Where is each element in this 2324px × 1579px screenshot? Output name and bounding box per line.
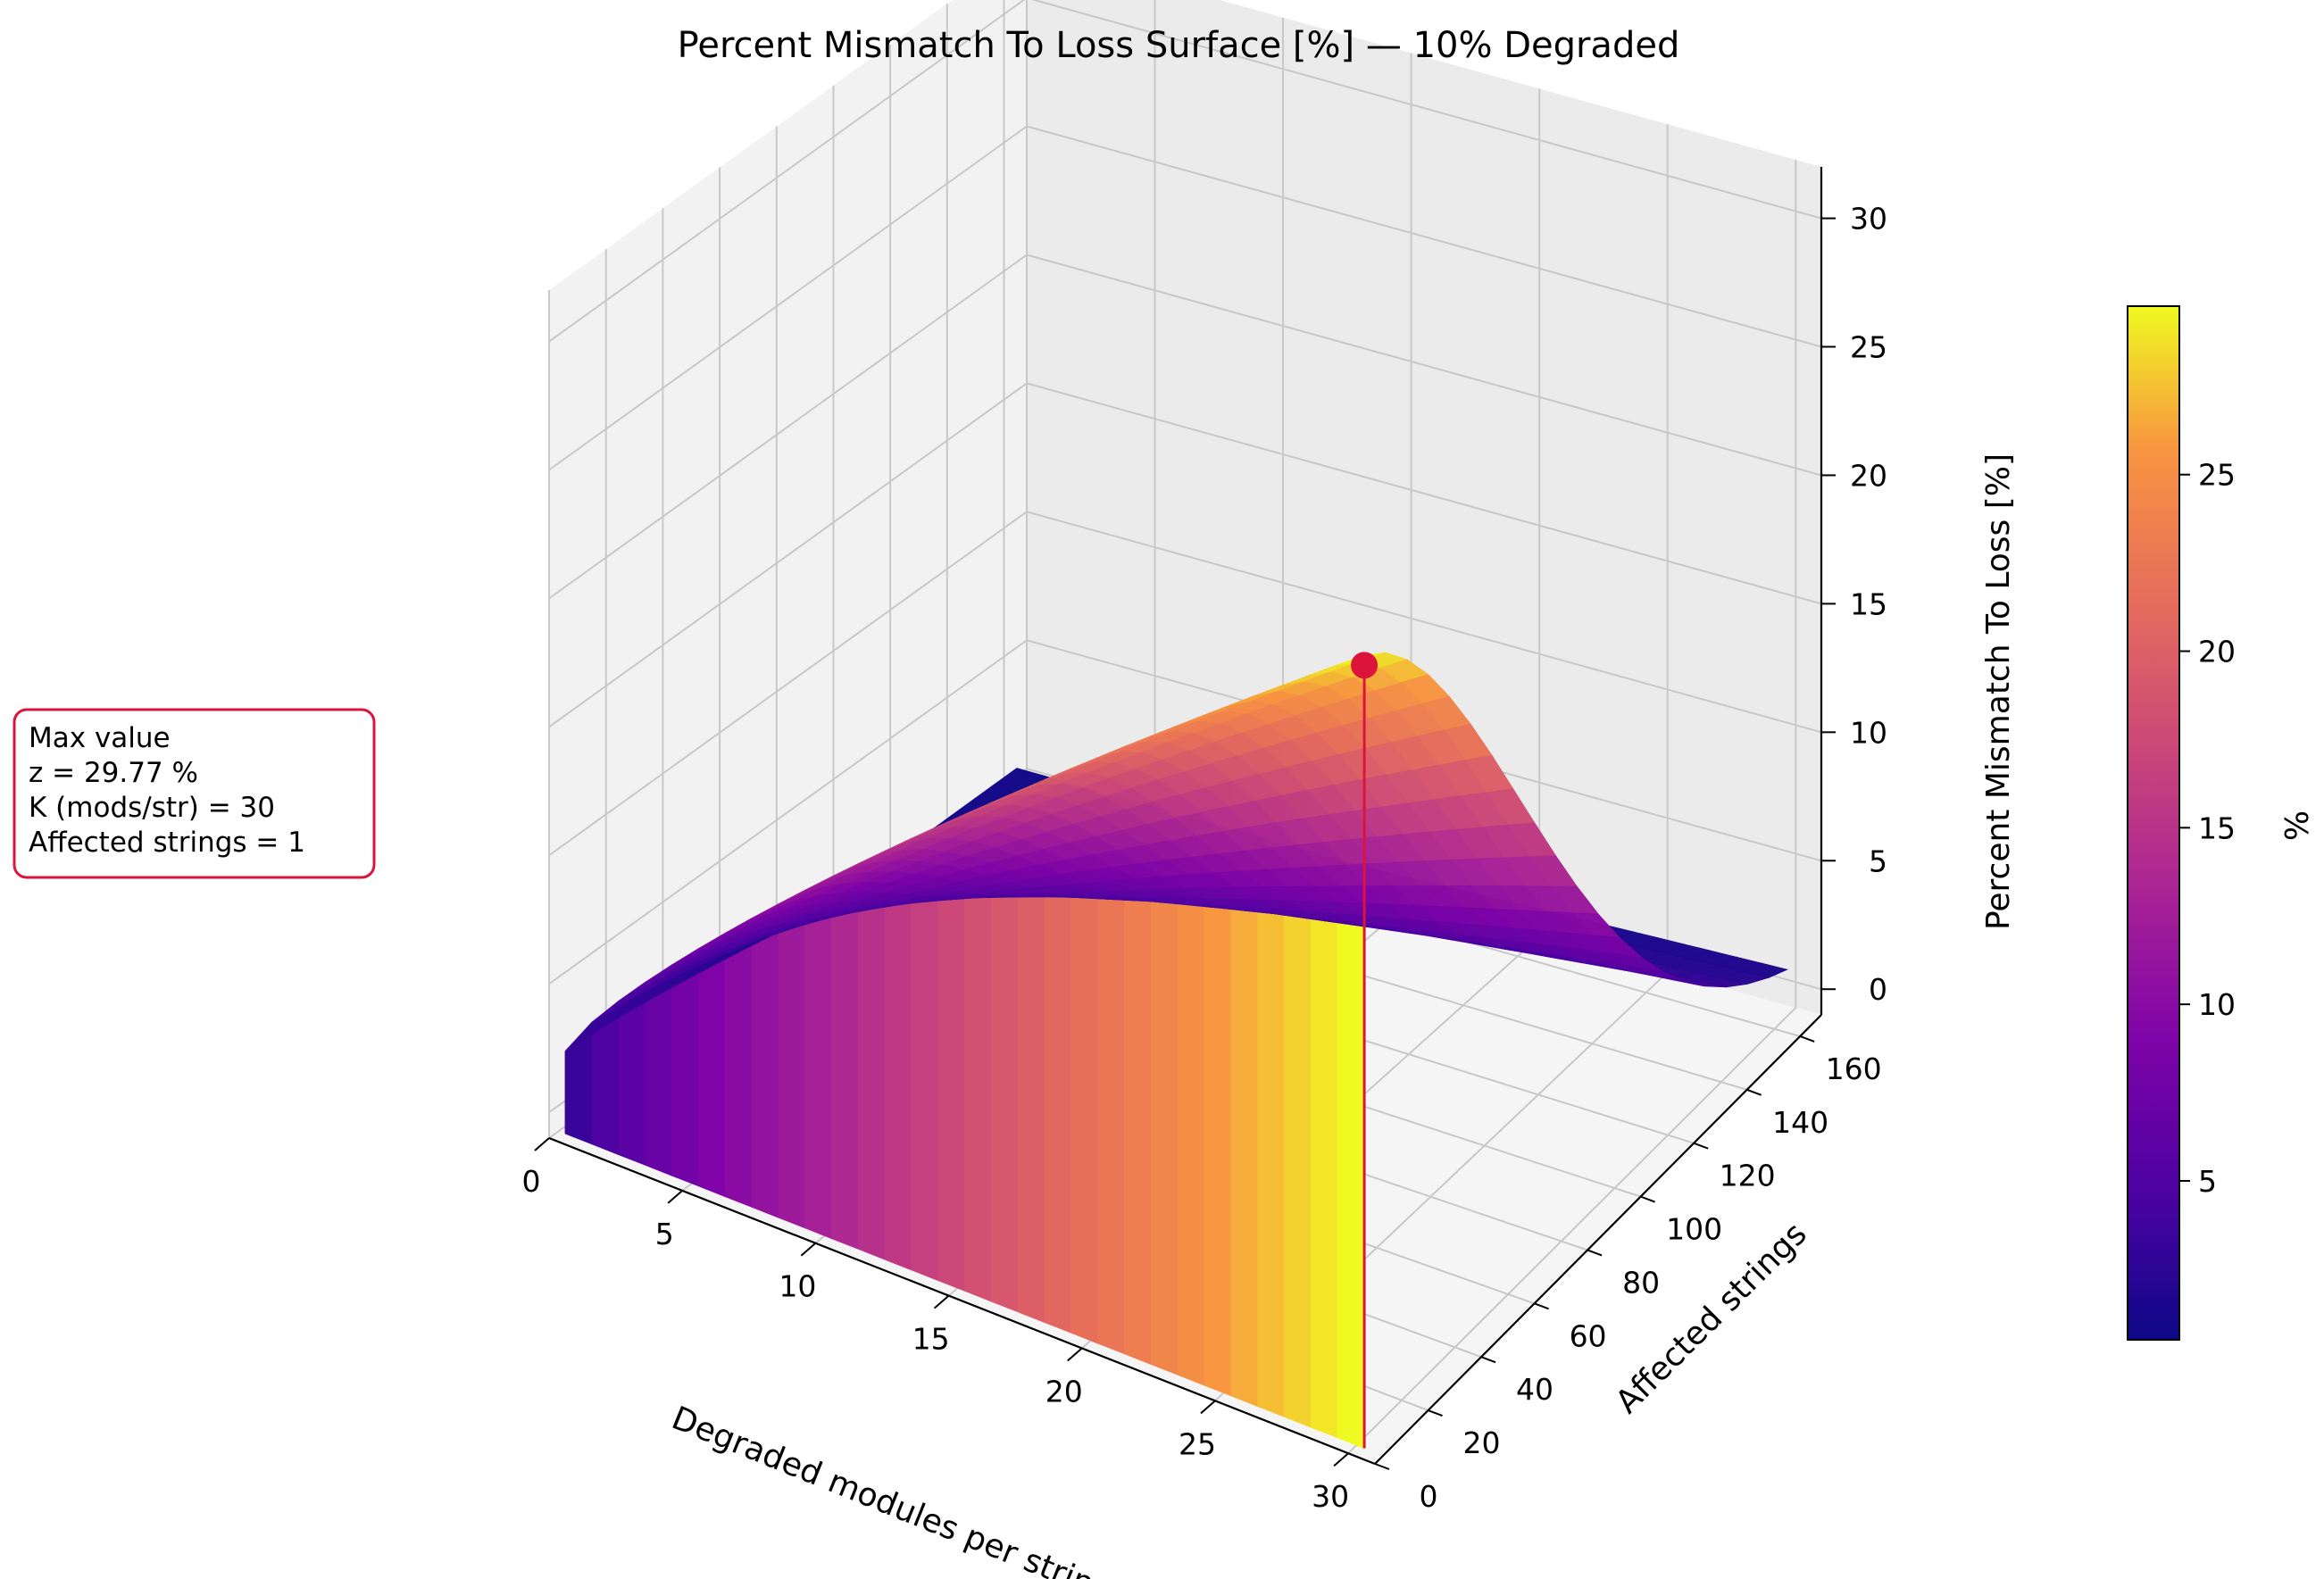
surface-patch <box>751 903 779 1218</box>
chart-title: Percent Mismatch To Loss Surface [%] — 1… <box>678 25 1680 66</box>
x-tick-label: 20 <box>1045 1374 1083 1409</box>
y-tick-label: 120 <box>1720 1159 1776 1193</box>
y-tick <box>1428 1409 1443 1417</box>
y-tick-label: 160 <box>1826 1051 1882 1086</box>
x-gridline <box>1347 160 1797 1454</box>
max-value-annotation: Max value z = 29.77 % K (mods/str) = 30 … <box>12 708 376 879</box>
colorbar-label: % <box>2279 810 2316 841</box>
annotation-line-1: Max value <box>29 722 171 754</box>
x-tick <box>1333 1452 1349 1467</box>
y-tick <box>1374 1463 1390 1470</box>
colorbar-tick-label: 25 <box>2198 458 2236 493</box>
y-tick-label: 0 <box>1420 1479 1438 1514</box>
y-tick <box>1480 1356 1496 1364</box>
surface-patch <box>1741 962 1789 978</box>
x-axis-line <box>548 1136 1376 1466</box>
y-tick-label: 100 <box>1666 1212 1722 1247</box>
y-tick <box>1534 1302 1549 1310</box>
surface-patch <box>830 862 859 1250</box>
annotation-line-2: z = 29.77 % <box>29 757 198 789</box>
max-marker-layer <box>1351 652 1379 679</box>
x-tick-label: 10 <box>779 1269 816 1304</box>
annotation-box <box>12 708 376 879</box>
surface-patch <box>804 876 832 1240</box>
colorbar-tick-label: 10 <box>2198 987 2236 1022</box>
z-gridline <box>548 639 1822 985</box>
annotation-line-4: Affected strings = 1 <box>29 827 305 859</box>
surface-mesh <box>564 652 1789 1450</box>
y-tick <box>1799 1035 1815 1043</box>
z-gridline <box>548 253 1822 600</box>
colorbar-gradient <box>2127 305 2180 1341</box>
x-tick <box>800 1242 817 1257</box>
z-tick-label: 15 <box>1850 586 1887 621</box>
x-tick-label: 25 <box>1179 1426 1216 1461</box>
y-tick-label: 40 <box>1516 1372 1553 1407</box>
x-tick-label: 30 <box>1312 1479 1349 1514</box>
annotation-line-3: K (mods/str) = 30 <box>29 792 275 824</box>
x-tick-label: 15 <box>912 1322 950 1357</box>
colorbar-tick-label: 20 <box>2198 635 2236 669</box>
surface-patch <box>724 918 753 1208</box>
x-tick <box>534 1137 550 1151</box>
surface-patch <box>697 932 726 1198</box>
colorbar-tick-label: 15 <box>2198 810 2236 845</box>
x-tick <box>1067 1347 1083 1362</box>
y-tick <box>1640 1195 1655 1203</box>
z-tick-label: 5 <box>1869 844 1887 878</box>
y-tick <box>1587 1249 1603 1257</box>
y-tick <box>1746 1088 1762 1096</box>
x-tick <box>1200 1400 1216 1415</box>
x-tick-label: 5 <box>655 1217 674 1251</box>
z-tick-label: 10 <box>1850 715 1887 750</box>
colorbar: 5 10 15 20 25 % <box>2127 305 2316 1341</box>
surface-patch <box>857 850 886 1260</box>
colorbar-tick-label: 5 <box>2198 1164 2217 1199</box>
x-tick <box>667 1190 683 1204</box>
z-axis-label: Percent Mismatch To Loss [%] <box>1980 453 2017 930</box>
z-tick-label: 25 <box>1850 330 1887 365</box>
max-point-marker <box>1351 652 1379 679</box>
x-tick <box>933 1294 950 1309</box>
colorbar-ticks: 5 10 15 20 25 <box>2179 458 2236 1199</box>
y-tick-label: 20 <box>1463 1425 1501 1460</box>
x-tick-label: 0 <box>522 1164 541 1199</box>
z-gridline <box>548 0 1822 343</box>
z-tick-label: 0 <box>1869 972 1887 1007</box>
surface-patch <box>778 889 806 1229</box>
y-tick <box>1693 1142 1709 1150</box>
z-gridline <box>548 382 1822 728</box>
z-gridline <box>548 511 1822 857</box>
y-tick-label: 60 <box>1570 1318 1607 1353</box>
z-tick-label: 20 <box>1850 458 1887 493</box>
z-tick-label: 30 <box>1850 202 1887 237</box>
y-tick-label: 140 <box>1772 1105 1828 1140</box>
y-tick-label: 80 <box>1622 1265 1660 1300</box>
z-gridline <box>548 125 1822 471</box>
x-axis-label: Degraded modules per string <box>667 1400 1118 1579</box>
